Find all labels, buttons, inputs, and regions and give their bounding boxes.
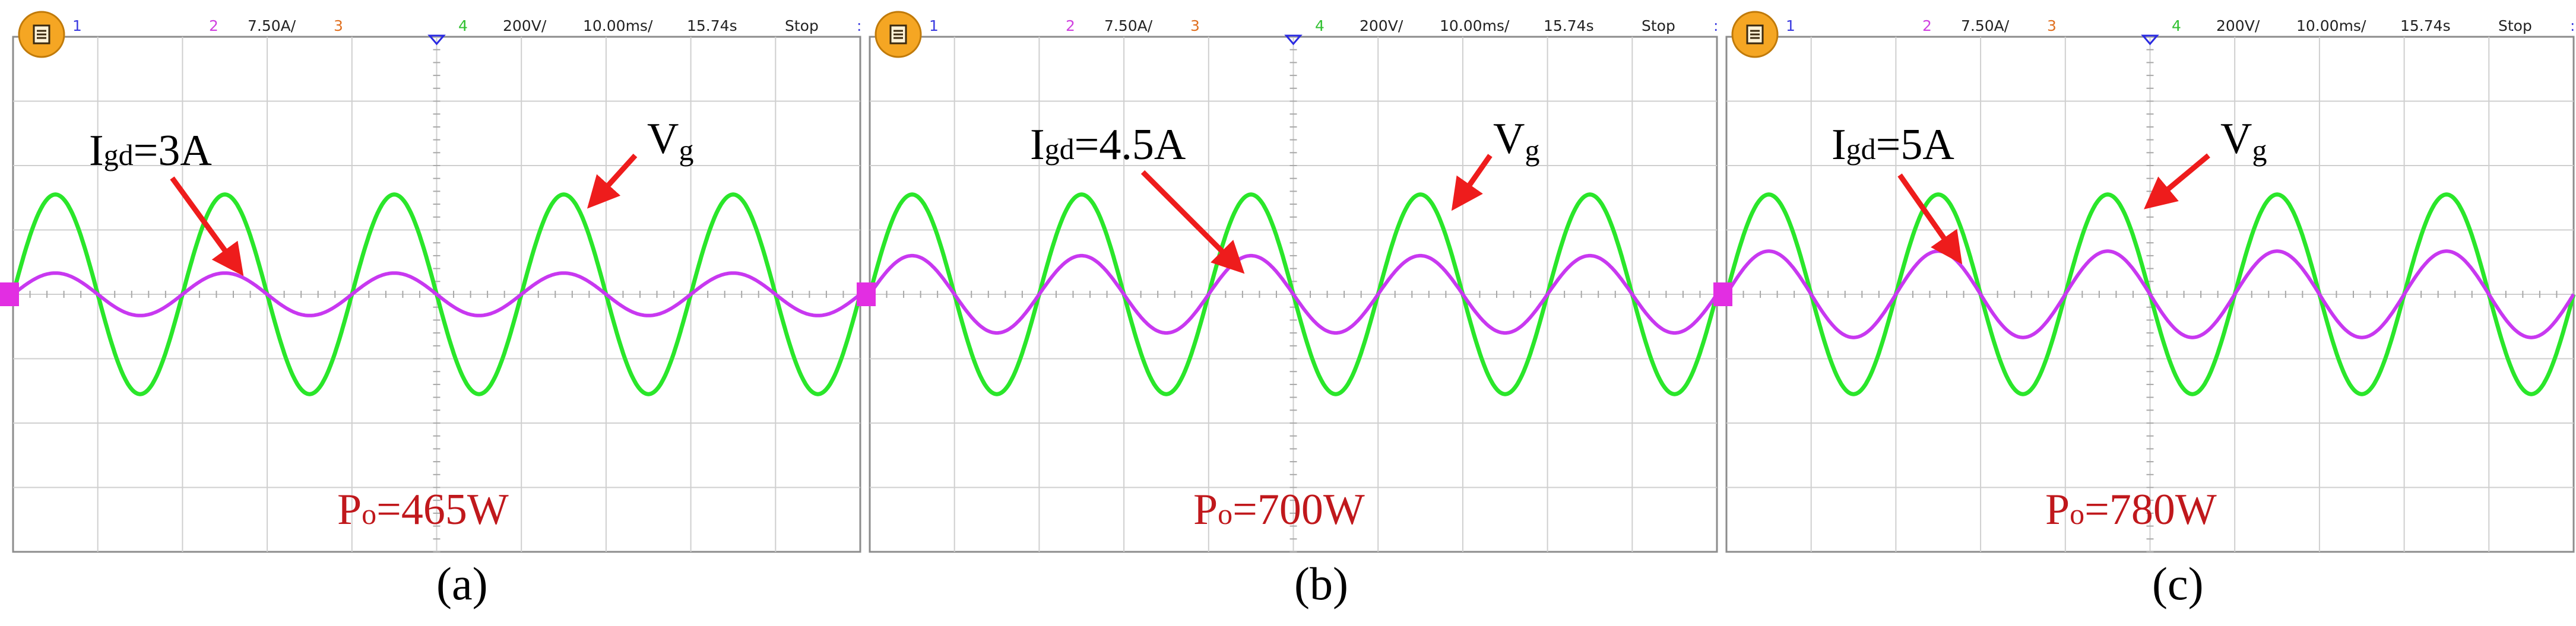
voltage-arrow [1451, 154, 1493, 211]
channel-3-label: 3 [334, 17, 343, 34]
current-label: Igd=5A [1832, 120, 1954, 169]
power-label-sub: o [1218, 497, 1232, 530]
voltage-label: Vg [647, 115, 693, 167]
igd-waveform [868, 253, 1719, 335]
igd-waveform [12, 271, 861, 317]
current-label: Igd=3A [89, 126, 212, 175]
voltage-label-main: V [647, 115, 679, 163]
status-bar: 1 2 7.50A/3 4 200V/10.00ms/15.74s Stop: [1786, 17, 2575, 34]
oscilloscope-panel-1: 1 2 7.50A/3 4 200V/10.00ms/15.74s Stop: Igd=3A… [0, 11, 863, 609]
voltage-label-main: V [1493, 115, 1525, 163]
power-label: Po=780W [2045, 485, 2217, 534]
current-label-main: I [89, 126, 104, 175]
run-state: Stop [2498, 17, 2532, 34]
acquisition-time: 15.74s [2400, 17, 2451, 34]
current-label-value: =3A [134, 126, 212, 175]
acquisition-time: 15.74s [1544, 17, 1594, 34]
oscilloscope-panel-3: 1 2 7.50A/3 4 200V/10.00ms/15.74s Stop: Igd=5A… [1713, 11, 2576, 609]
current-label-value: =5A [1876, 120, 1954, 169]
channel-2-ground-marker [857, 282, 876, 306]
power-label-main: P [337, 485, 362, 534]
voltage-arrow [2144, 153, 2210, 209]
current-label-sub: gd [1045, 132, 1075, 166]
panel-caption: (b) [1294, 558, 1348, 609]
channel-1-label: 1 [929, 17, 939, 34]
voltage-label-sub: g [2252, 134, 2267, 167]
timebase-readout: 10.00ms/ [2296, 17, 2366, 34]
timebase-readout: 10.00ms/ [583, 17, 653, 34]
run-state: Stop [785, 17, 819, 34]
channel-2-label: 2 [1922, 17, 1932, 34]
channel-4-label: 4 [458, 17, 468, 34]
power-label-sub: o [362, 497, 376, 530]
annotations: Igd=5A Vg Po=780W [1832, 115, 2267, 534]
voltage-label-sub: g [679, 134, 693, 167]
channel-1-label: 1 [72, 17, 82, 34]
trigger-position-marker [2141, 34, 2159, 46]
power-label-value: =700W [1232, 485, 1365, 534]
power-label-value: =465W [376, 485, 509, 534]
status-overflow-dots: : [857, 17, 861, 34]
channel-4-scale: 200V/ [1360, 17, 1403, 34]
current-label-main: I [1030, 120, 1045, 169]
status-overflow-dots: : [2570, 17, 2575, 34]
power-label: Po=465W [337, 485, 509, 534]
status-bar: 1 2 7.50A/3 4 200V/10.00ms/15.74s Stop: [72, 17, 861, 34]
channel-3-label: 3 [2047, 17, 2057, 34]
voltage-arrow [587, 153, 638, 209]
menu-icon[interactable] [1731, 11, 1779, 58]
panel-caption: (a) [436, 558, 488, 609]
power-label-main: P [1193, 485, 1218, 534]
current-arrow [1140, 170, 1245, 274]
voltage-label-sub: g [1525, 134, 1539, 167]
current-label: Igd=4.5A [1030, 120, 1186, 169]
igd-waveform [1725, 249, 2575, 339]
menu-icon[interactable] [18, 11, 65, 58]
voltage-label: Vg [2220, 115, 2267, 167]
panel-caption: (c) [2152, 558, 2204, 609]
channel-3-label: 3 [1190, 17, 1200, 34]
acquisition-time: 15.74s [687, 17, 737, 34]
run-state: Stop [1642, 17, 1675, 34]
status-overflow-dots: : [1713, 17, 1718, 34]
menu-icon-page [889, 24, 907, 45]
channel-2-scale: 7.50A/ [1961, 17, 2010, 34]
current-label-sub: gd [1846, 132, 1876, 166]
status-bar: 1 2 7.50A/3 4 200V/10.00ms/15.74s Stop: [929, 17, 1718, 34]
current-label-sub: gd [104, 138, 134, 171]
annotations: Igd=4.5A Vg Po=700W [1030, 115, 1539, 534]
voltage-label: Vg [1493, 115, 1539, 167]
timebase-readout: 10.00ms/ [1440, 17, 1510, 34]
current-arrow [170, 176, 244, 277]
channel-2-scale: 7.50A/ [1104, 17, 1153, 34]
channel-4-label: 4 [2172, 17, 2181, 34]
power-label: Po=700W [1193, 485, 1365, 534]
power-label-sub: o [2070, 497, 2084, 530]
voltage-label-main: V [2220, 115, 2252, 163]
power-label-main: P [2045, 485, 2070, 534]
current-arrow [1897, 173, 1963, 265]
oscilloscope-panel-2: 1 2 7.50A/3 4 200V/10.00ms/15.74s Stop: Igd=4.… [857, 11, 1719, 609]
channel-2-scale: 7.50A/ [248, 17, 296, 34]
current-label-value: =4.5A [1075, 120, 1186, 169]
trigger-position-marker [427, 34, 446, 46]
channel-4-scale: 200V/ [503, 17, 547, 34]
channel-4-scale: 200V/ [2216, 17, 2260, 34]
menu-icon[interactable] [874, 11, 922, 58]
channel-1-label: 1 [1786, 17, 1795, 34]
power-label-value: =780W [2084, 485, 2217, 534]
graticule [12, 36, 861, 552]
channel-2-ground-marker [1713, 282, 1732, 306]
trigger-position-marker [1284, 34, 1303, 46]
channel-2-label: 2 [1066, 17, 1075, 34]
channel-2-label: 2 [209, 17, 218, 34]
annotations: Igd=3A Vg Po=465W [89, 115, 693, 534]
channel-2-ground-marker [0, 282, 19, 306]
current-label-main: I [1832, 120, 1846, 169]
channel-4-label: 4 [1315, 17, 1325, 34]
